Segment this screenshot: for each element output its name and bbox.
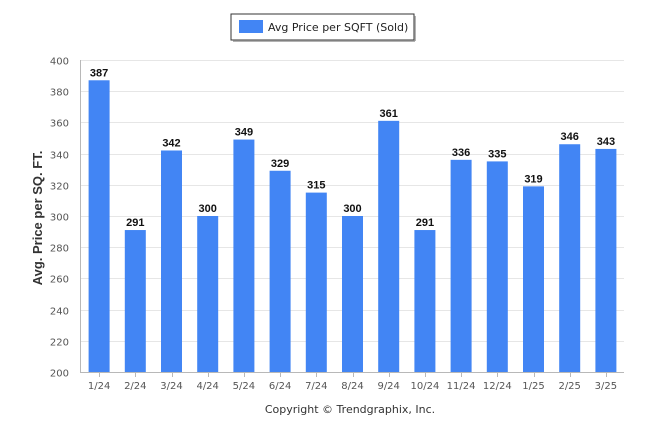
x-tick-label: 3/25 [595,381,617,392]
data-label: 300 [199,203,217,215]
x-tick-label: 6/24 [269,381,291,392]
x-tick-label: 4/24 [196,381,218,392]
y-axis-tick-labels: 200 220 240 260 280 300 320 340 360 380 400 [50,57,69,380]
y-axis-title: Avg. Price per SQ. FT. [30,151,45,286]
data-label: 300 [343,203,361,215]
x-tick-label: 2/25 [558,381,580,392]
data-label: 349 [235,127,253,139]
bar [378,120,400,372]
bar [595,148,617,372]
y-tick-label: 260 [50,275,69,286]
x-tick-label: 1/24 [88,381,110,392]
y-tick-label: 280 [50,244,69,255]
copyright-credit: Copyright © Trendgraphix, Inc. [265,403,435,416]
y-tick-label: 220 [50,338,69,349]
legend-label: Avg Price per SQFT (Sold) [268,21,408,34]
bar [197,216,219,372]
bar [559,144,581,372]
data-label: 346 [561,131,579,143]
y-tick-label: 240 [50,307,69,318]
bar [124,230,146,372]
bars [88,80,617,372]
data-label: 335 [488,148,506,160]
x-tick-label: 3/24 [160,381,182,392]
y-tick-label: 320 [50,182,69,193]
x-tick-label: 8/24 [341,381,363,392]
x-tick-label: 9/24 [377,381,399,392]
data-label: 319 [524,173,542,185]
y-tick-label: 300 [50,213,69,224]
x-tick-label: 5/24 [233,381,255,392]
bar [486,161,508,372]
y-tick-label: 340 [50,151,69,162]
data-label: 291 [126,217,144,229]
bar [414,230,436,372]
bar [523,186,544,372]
y-tick-label: 200 [50,369,69,380]
y-tick-label: 380 [50,88,69,99]
bar [161,150,182,372]
data-label: 387 [90,67,108,79]
data-label: 343 [597,136,615,148]
legend: Avg Price per SQFT (Sold) [230,13,416,42]
bar [305,192,327,372]
data-label: 329 [271,158,289,170]
x-axis-tick-labels: 1/24 2/24 3/24 4/24 5/24 6/24 7/24 8/24 9/24 10/2… [88,372,617,392]
bar [88,80,110,372]
y-tick-label: 400 [50,57,69,68]
data-label: 361 [380,108,398,120]
x-tick-label: 7/24 [305,381,327,392]
data-label: 342 [162,137,180,149]
bar [342,216,363,372]
data-labels: 387 291 342 300 349 329 315 300 361 291 336 335 319 3… [90,67,615,229]
bar [450,159,472,372]
x-tick-label: 11/24 [447,381,476,392]
y-tick-label: 360 [50,119,69,130]
data-label: 336 [452,147,470,159]
x-tick-label: 10/24 [410,381,439,392]
bar [233,139,255,372]
legend-swatch [239,20,263,33]
x-tick-label: 2/24 [124,381,146,392]
data-label: 291 [416,217,434,229]
x-tick-label: 1/25 [522,381,544,392]
x-tick-label: 12/24 [483,381,512,392]
data-label: 315 [307,180,325,192]
bar [269,170,291,372]
